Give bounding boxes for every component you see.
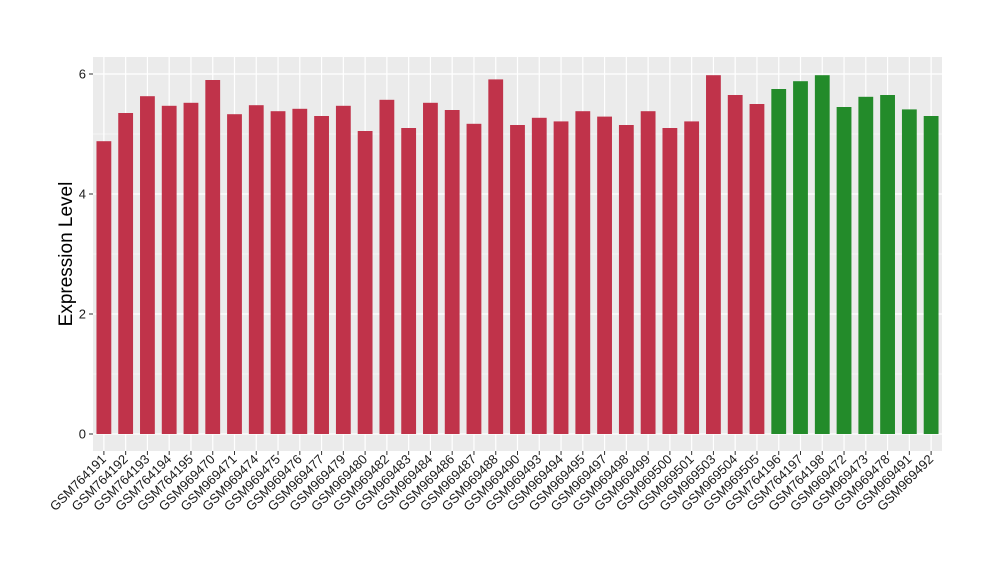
- x-axis: GSM764191GSM764192GSM764193GSM764194GSM7…: [47, 451, 936, 514]
- bar-GSM969495: [575, 111, 591, 434]
- bar-GSM969497: [597, 116, 612, 434]
- bar-GSM969491: [901, 109, 917, 435]
- bar-GSM969482: [379, 99, 395, 435]
- bar-GSM764192: [118, 113, 134, 434]
- bar-GSM969486: [444, 110, 460, 434]
- bar-GSM969474: [248, 105, 264, 434]
- bar-GSM969505: [749, 104, 765, 434]
- bar-GSM969476: [292, 108, 308, 435]
- y-tick-label: 4: [79, 187, 86, 202]
- bar-GSM764197: [793, 81, 808, 434]
- bar-GSM969498: [618, 125, 634, 434]
- y-tick-label: 2: [79, 307, 86, 322]
- bar-GSM969471: [227, 114, 242, 434]
- bar-GSM764194: [161, 105, 177, 435]
- bar-GSM969492: [923, 116, 939, 434]
- bar-GSM764198: [814, 75, 830, 434]
- bar-GSM969479: [335, 105, 351, 435]
- y-axis: 0 2 4 6: [79, 67, 93, 442]
- bar-GSM969483: [401, 128, 417, 434]
- y-tick-label: 0: [79, 427, 86, 442]
- bar-GSM969494: [553, 121, 569, 435]
- bar-GSM969475: [270, 111, 286, 434]
- y-axis-title: Expression Level: [56, 182, 77, 327]
- bar-GSM764191: [96, 141, 112, 434]
- bar-GSM969487: [466, 123, 482, 435]
- bar-GSM969470: [205, 80, 221, 434]
- bar-GSM969503: [706, 75, 721, 434]
- bar-GSM969480: [357, 131, 373, 434]
- bar-GSM969500: [662, 128, 678, 434]
- bars: [96, 75, 939, 435]
- bar-GSM969504: [727, 95, 743, 434]
- bar-GSM969478: [880, 95, 895, 434]
- bar-GSM969472: [836, 107, 852, 434]
- bar-GSM764195: [183, 102, 199, 435]
- bar-GSM969477: [314, 116, 329, 434]
- bar-GSM969499: [640, 111, 656, 434]
- bar-GSM969490: [510, 125, 525, 434]
- bar-GSM969488: [488, 79, 504, 435]
- bar-GSM969493: [531, 117, 547, 435]
- bar-GSM969501: [684, 121, 700, 435]
- bar-GSM764193: [140, 96, 155, 434]
- y-tick-label: 6: [79, 67, 86, 82]
- bar-GSM969484: [423, 102, 438, 435]
- bar-GSM969473: [858, 96, 874, 435]
- bar-GSM764196: [771, 89, 787, 434]
